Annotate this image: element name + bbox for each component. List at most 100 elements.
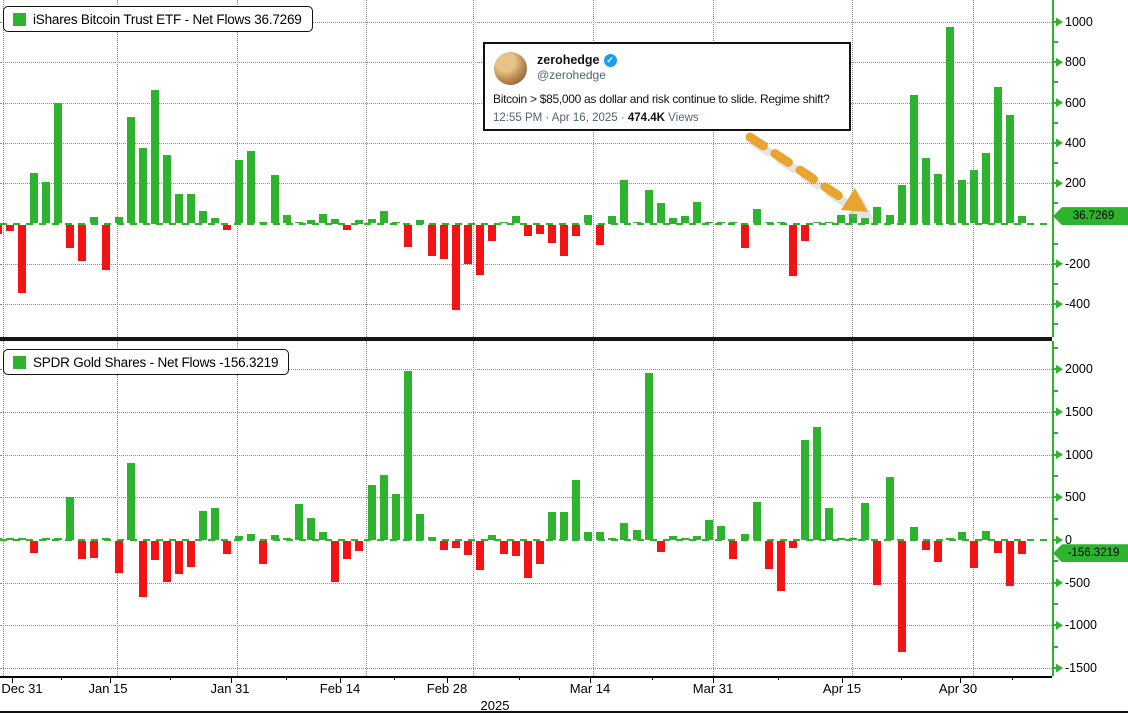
positive-flow-bar (644, 372, 653, 540)
tweet-views-count: 474.4K (627, 112, 665, 124)
positive-flow-bar (813, 221, 822, 224)
vertical-gridline (973, 0, 974, 337)
y-axis-tick: -1500 (1052, 661, 1097, 675)
y-tick-arrow-icon (1056, 57, 1063, 67)
x-axis-minor-tick (394, 676, 395, 680)
negative-flow-bar (921, 541, 930, 550)
positive-flow-bar (186, 193, 195, 224)
positive-flow-bar (596, 532, 605, 540)
negative-flow-bar (451, 224, 460, 310)
positive-flow-bar (716, 221, 725, 224)
y-axis-minor-tick (1052, 389, 1058, 392)
horizontal-gridline (0, 304, 1052, 306)
y-tick-arrow-icon (1056, 407, 1063, 417)
bitcoin-last-value-badge: 36.7269 (1053, 207, 1128, 226)
gold-legend-swatch-icon (13, 355, 26, 369)
y-tick-label: -500 (1065, 575, 1091, 590)
y-axis-minor-tick (1052, 432, 1058, 435)
positive-flow-bar (210, 218, 219, 224)
vertical-gridline (713, 0, 714, 337)
x-axis-minor-tick (652, 676, 653, 680)
y-axis-tick: -500 (1052, 576, 1090, 590)
x-axis-label: Feb 28 (426, 681, 468, 696)
negative-flow-bar (186, 541, 195, 567)
positive-flow-bar (415, 219, 424, 224)
negative-flow-bar (596, 224, 605, 245)
positive-flow-bar (114, 216, 123, 224)
y-axis-tick: -400 (1052, 297, 1090, 311)
y-tick-label: 2000 (1065, 362, 1093, 377)
y-tick-label: 200 (1065, 176, 1086, 191)
negative-flow-bar (512, 541, 520, 556)
positive-flow-bar (680, 215, 689, 224)
y-tick-stem (1052, 410, 1056, 413)
y-tick-arrow-icon (1056, 138, 1063, 148)
y-tick-arrow-icon (1056, 17, 1063, 27)
negative-flow-bar (475, 224, 484, 275)
positive-flow-bar (247, 150, 255, 224)
positive-flow-bar (861, 503, 870, 540)
positive-flow-bar (740, 534, 749, 540)
positive-flow-bar (295, 221, 304, 224)
x-axis-minor-tick (1012, 676, 1013, 680)
positive-flow-bar (42, 182, 51, 224)
horizontal-gridline (0, 369, 1052, 371)
x-axis-tick (590, 676, 591, 683)
y-tick-stem (1052, 667, 1056, 670)
y-axis-tick: 1500 (1052, 405, 1093, 419)
y-tick-arrow-icon (1056, 492, 1063, 502)
negative-flow-bar (66, 224, 75, 248)
y-axis-tick: 800 (1052, 55, 1086, 69)
tweet-views-suffix: Views (664, 112, 699, 124)
negative-flow-bar (1018, 541, 1026, 555)
y-axis-tick: 2000 (1052, 362, 1093, 376)
x-axis-tick (340, 676, 341, 683)
x-axis-label: Jan 31 (210, 681, 250, 696)
positive-flow-bar (668, 217, 677, 224)
positive-flow-bar (18, 538, 27, 540)
y-axis-minor-tick (1052, 81, 1058, 84)
negative-flow-bar (487, 224, 496, 241)
negative-flow-bar (656, 541, 665, 552)
y-axis-tick: 600 (1052, 96, 1086, 110)
y-tick-label: 1500 (1065, 404, 1093, 419)
horizontal-gridline (0, 625, 1052, 627)
negative-flow-bar (138, 541, 147, 597)
y-tick-label: 1000 (1065, 15, 1093, 29)
positive-flow-bar (981, 530, 990, 540)
positive-flow-bar (572, 480, 581, 540)
negative-flow-bar (789, 541, 798, 548)
gold-legend-label: SPDR Gold Shares - Net Flows -156.3219 (33, 354, 279, 370)
panel-divider (0, 337, 1052, 341)
y-tick-stem (1052, 303, 1056, 306)
positive-flow-bar (307, 219, 316, 224)
negative-flow-bar (102, 224, 111, 270)
y-tick-stem (1052, 141, 1056, 144)
y-axis-minor-tick (1052, 121, 1058, 124)
positive-flow-bar (692, 535, 701, 540)
negative-flow-bar (572, 224, 581, 237)
negative-flow-bar (114, 541, 123, 573)
negative-flow-bar (777, 541, 786, 591)
vertical-gridline (366, 341, 367, 676)
positive-flow-bar (126, 463, 135, 540)
y-axis-minor-tick (1052, 41, 1058, 44)
negative-flow-bar (222, 224, 231, 230)
negative-flow-bar (536, 541, 545, 564)
y-tick-label: 800 (1065, 55, 1086, 70)
vertical-gridline (713, 341, 714, 676)
x-axis-minor-tick (170, 676, 171, 680)
positive-flow-bar (801, 439, 810, 540)
gold-legend: SPDR Gold Shares - Net Flows -156.3219 (3, 349, 290, 375)
positive-flow-bar (90, 216, 99, 224)
positive-flow-bar (945, 538, 954, 540)
vertical-gridline (852, 0, 853, 337)
x-axis-minor-tick (61, 676, 62, 680)
y-tick-label: 500 (1065, 490, 1086, 505)
vertical-gridline (117, 341, 118, 676)
vertical-gridline (593, 0, 594, 337)
positive-flow-bar (283, 538, 292, 540)
y-axis-minor-tick (1052, 202, 1058, 205)
positive-flow-bar (319, 213, 328, 224)
positive-flow-bar (837, 538, 846, 540)
